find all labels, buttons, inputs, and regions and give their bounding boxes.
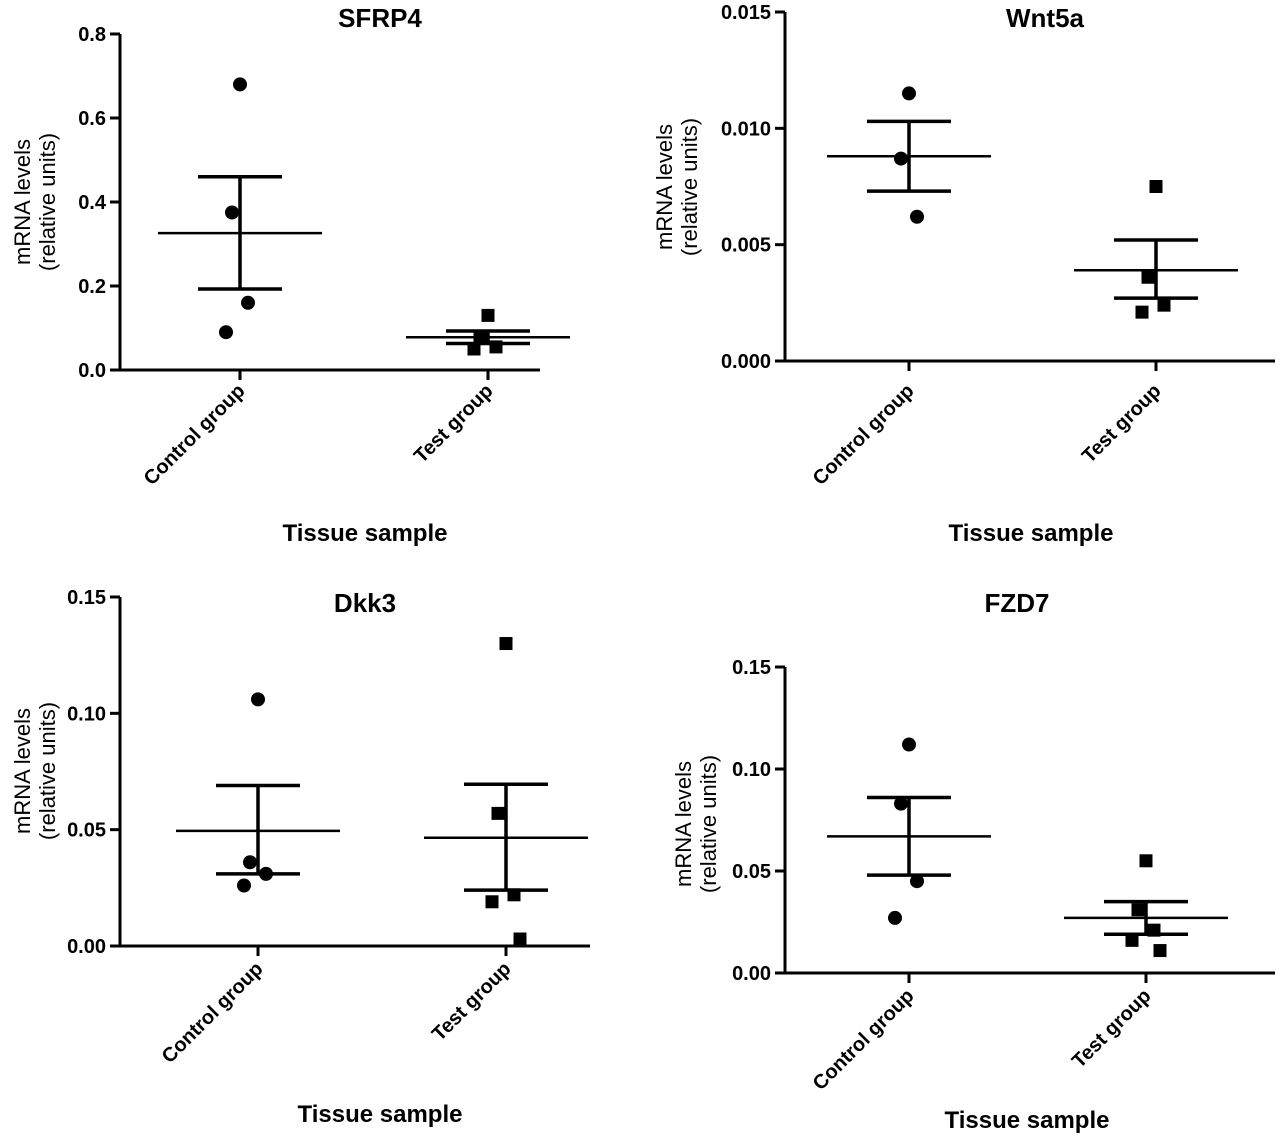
data-point	[259, 866, 273, 881]
data-point	[1131, 903, 1145, 917]
y-tick-label: 0.8	[78, 24, 106, 46]
y-tick-label: 0.000	[721, 351, 771, 373]
y-tick-label: 0.15	[67, 587, 106, 609]
data-point	[910, 209, 924, 224]
panel-1: Wnt5a 0.000 0.005 0.010 0.015 mRNA levels(rel…	[652, 2, 1275, 547]
panel-title: Wnt5a	[1006, 3, 1085, 33]
x-axis-label: Tissue sample	[283, 520, 448, 547]
data-point	[1157, 298, 1171, 312]
series-test	[424, 637, 588, 946]
x-tick-label: Control group	[809, 380, 919, 490]
data-point	[219, 325, 233, 340]
panel-title: Dkk3	[334, 588, 396, 618]
data-point	[251, 692, 265, 707]
data-point	[485, 895, 499, 909]
panel-2: Dkk3 0.00 0.05 0.10 0.15 mRNA levels(relative…	[10, 587, 590, 1128]
x-tick-label: Test group	[1068, 985, 1156, 1073]
data-point	[1141, 270, 1155, 284]
panel-title: SFRP4	[338, 3, 422, 33]
data-point	[894, 151, 908, 166]
series-test	[406, 308, 570, 356]
data-point	[467, 342, 481, 356]
y-tick-label: 0.6	[78, 108, 106, 130]
data-point	[1135, 305, 1149, 319]
y-tick-label: 0.015	[721, 2, 771, 24]
y-tick-label: 0.05	[67, 820, 106, 842]
y-tick-label: 0.0	[78, 360, 106, 382]
y-tick-label: 0.010	[721, 118, 771, 140]
y-tick-label: 0.10	[732, 759, 771, 781]
data-point	[902, 86, 916, 101]
y-tick-label: 0.00	[67, 936, 106, 958]
x-axis-label: Tissue sample	[945, 1107, 1110, 1134]
y-tick-label: 0.15	[732, 657, 771, 679]
y-axis-label: mRNA levels(relative units)	[652, 118, 702, 256]
series-control	[176, 692, 340, 893]
data-point	[902, 737, 916, 752]
y-axis-label: mRNA levels(relative units)	[10, 133, 60, 271]
x-tick-label: Test group	[428, 958, 516, 1046]
data-point	[489, 340, 503, 354]
y-tick-label: 0.005	[721, 235, 771, 257]
x-tick-label: Control group	[809, 985, 919, 1095]
panel-3: FZD7 0.00 0.05 0.10 0.15 mRNA levels(relative…	[671, 588, 1275, 1134]
panel-title: FZD7	[985, 588, 1050, 618]
data-point	[1153, 944, 1167, 958]
series-test	[1064, 854, 1228, 958]
series-control	[827, 737, 991, 925]
x-tick-label: Test group	[1078, 380, 1166, 468]
data-point	[1149, 180, 1163, 193]
data-point	[233, 77, 247, 92]
data-point	[237, 878, 251, 893]
y-tick-label: 0.10	[67, 703, 106, 725]
y-axis-label: mRNA levels(relative units)	[671, 755, 721, 893]
data-point	[243, 855, 257, 870]
data-point	[894, 796, 908, 811]
data-point	[473, 329, 487, 343]
y-axis-label: mRNA levels(relative units)	[10, 702, 60, 840]
data-point	[507, 888, 521, 902]
series-control	[827, 86, 991, 224]
series-control	[158, 77, 322, 340]
y-tick-label: 0.00	[732, 963, 771, 985]
data-point	[499, 637, 513, 651]
data-point	[491, 806, 505, 820]
x-tick-label: Control group	[140, 380, 250, 490]
data-point	[513, 932, 527, 946]
data-point	[1147, 923, 1161, 937]
data-point	[1125, 933, 1139, 947]
x-axis-label: Tissue sample	[298, 1101, 463, 1128]
data-point	[910, 874, 924, 889]
y-tick-label: 0.2	[78, 276, 106, 298]
data-point	[225, 205, 239, 220]
y-tick-label: 0.4	[78, 192, 107, 214]
data-point	[888, 910, 902, 925]
data-point	[1139, 854, 1153, 868]
panel-0: SFRP4 0.0 0.2 0.4 0.6 0.8 mRNA levels(relative…	[10, 3, 570, 547]
data-point	[241, 295, 255, 310]
x-axis-label: Tissue sample	[949, 520, 1114, 547]
x-tick-label: Test group	[410, 380, 498, 468]
x-tick-label: Control group	[158, 958, 268, 1068]
data-point	[481, 308, 495, 322]
series-test	[1074, 180, 1238, 319]
y-tick-label: 0.05	[732, 861, 771, 883]
